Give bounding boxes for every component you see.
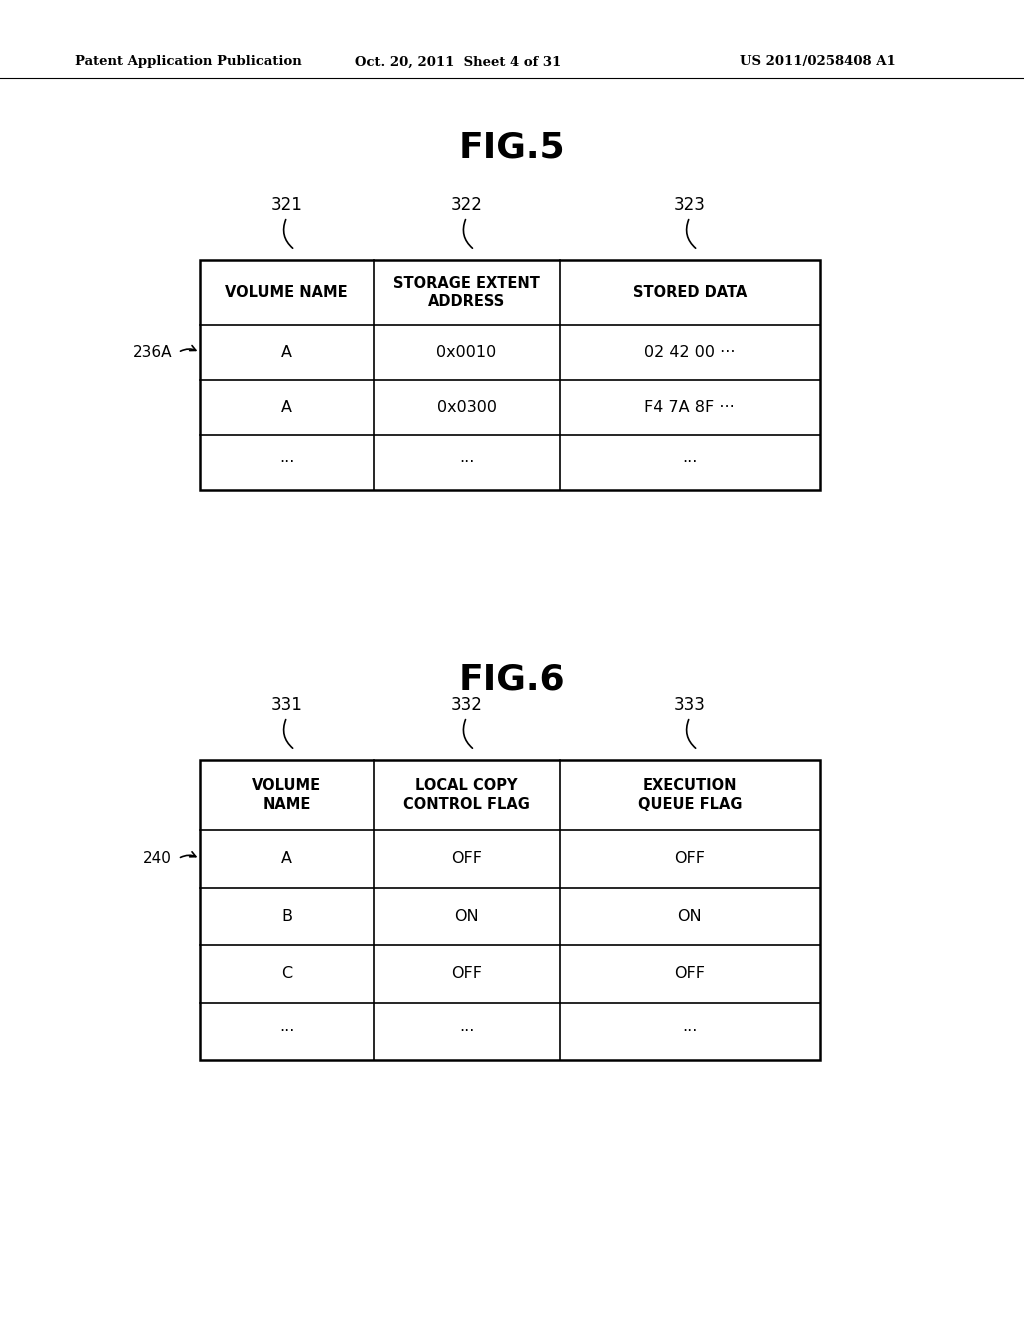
Text: ···: ··· [682,1024,697,1039]
Text: FIG.6: FIG.6 [459,663,565,697]
Text: EXECUTION
QUEUE FLAG: EXECUTION QUEUE FLAG [638,779,742,812]
Bar [200,760,820,1060]
Text: ···: ··· [459,455,474,470]
Text: Oct. 20, 2011  Sheet 4 of 31: Oct. 20, 2011 Sheet 4 of 31 [355,55,561,69]
Text: 332: 332 [451,696,482,714]
Text: 333: 333 [674,696,706,714]
Text: 323: 323 [674,195,706,214]
Text: ···: ··· [280,455,295,470]
Text: A: A [282,851,292,866]
Text: 331: 331 [271,696,303,714]
Text: B: B [282,908,292,924]
Text: OFF: OFF [452,851,482,866]
Text: ···: ··· [459,1024,474,1039]
Text: 0x0300: 0x0300 [436,400,497,414]
Text: Patent Application Publication: Patent Application Publication [75,55,302,69]
Text: ···: ··· [280,1024,295,1039]
Text: 322: 322 [451,195,482,214]
Text: OFF: OFF [674,851,706,866]
Text: C: C [282,966,293,981]
Text: ···: ··· [682,455,697,470]
Text: ON: ON [678,908,702,924]
Text: FIG.5: FIG.5 [459,131,565,165]
Text: LOCAL COPY
CONTROL FLAG: LOCAL COPY CONTROL FLAG [403,779,530,812]
Text: STORAGE EXTENT
ADDRESS: STORAGE EXTENT ADDRESS [393,276,540,309]
Text: VOLUME NAME: VOLUME NAME [225,285,348,300]
Text: STORED DATA: STORED DATA [633,285,746,300]
Text: A: A [282,345,292,360]
Text: 240: 240 [143,851,172,866]
Text: 0x0010: 0x0010 [436,345,497,360]
Bar [200,260,820,490]
Text: A: A [282,400,292,414]
Text: OFF: OFF [452,966,482,981]
Text: US 2011/0258408 A1: US 2011/0258408 A1 [740,55,896,69]
Text: ON: ON [455,908,479,924]
Text: 321: 321 [271,195,303,214]
Text: F4 7A 8F ···: F4 7A 8F ··· [644,400,735,414]
Text: 236A: 236A [132,345,172,360]
Text: OFF: OFF [674,966,706,981]
Text: VOLUME
NAME: VOLUME NAME [252,779,322,812]
Text: 02 42 00 ···: 02 42 00 ··· [644,345,735,360]
